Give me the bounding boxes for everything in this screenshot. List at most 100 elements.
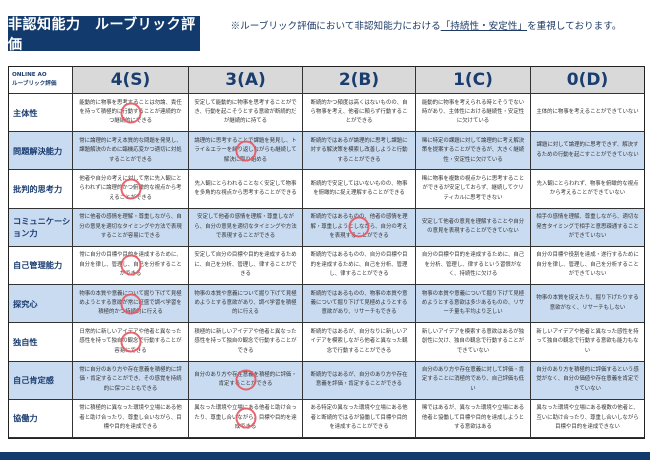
cell-text: 物事の本質や意義について掘り下げて見極めようとする意欲が常に旺盛で調べ学習を積極… <box>79 290 182 316</box>
cell-text: 先入観にとらわれることなく安定して物事を多角的な視点から思考することができる <box>194 180 297 197</box>
cell-text: 稀に特定の課題に対して論理的に考え解決策を提案することができるが、大きく継続性・… <box>421 137 525 163</box>
cell-text: 新しいアイデアを模索する意欲はあるが独創性に欠け、独自の観念で行動することができ… <box>421 328 525 354</box>
rubric-cell: 常に自分の目標や目的を達成するために、自分を律し、管理し、自己を分析することがで… <box>73 246 189 286</box>
cell-text: 稀ではあるが、異なった環境や立場にある他者と協働して目標や目的を達成しようとする… <box>421 405 525 431</box>
rubric-cell: 安定して他者の感情を理解・尊重しながら、自分の意見を適切なタイミングや方法で表現… <box>189 208 303 247</box>
rubric-cell: 稀ではあるが、異なった環境や立場にある他者と協働して目標や目的を達成しようとする… <box>416 399 531 438</box>
row-label: 批判的思考力 <box>9 170 73 209</box>
cell-text: 常に積極的に異なった環境や立場にある他者と助け合ったり、尊重し合いながら、目標や… <box>79 405 182 431</box>
cell-text: 断続的ではあるものの、物事の本質や意義について掘り下げて見極めようとする意欲があ… <box>310 290 408 316</box>
rubric-cell: 断続的ではあるが論理的に思考し課題に対する解決策を模索し改善しようと行動すること… <box>303 132 416 171</box>
cell-text: 自分のあり方や存在意義に対して評価・肯定することに消極的であり、自己評価も低い <box>421 367 525 392</box>
rubric-cell: 日常的に新しいアイデアや他者と異なった感性を持って独自の観念で行動することが容易… <box>73 323 189 362</box>
rubric-cell: ある特定の異なった環境や立場にある他者と断続的ではるが協働して目標や目的を達成す… <box>303 399 416 438</box>
rubric-note: ※ルーブリック評価において非認知能力における「持続性・安定性」を重視しております… <box>228 20 624 34</box>
rubric-cell: 主体的に物事を考えることができていない <box>531 94 644 133</box>
table-corner-label: ONLINE AO ルーブリック評価 <box>9 67 73 94</box>
level-header: 2(B) <box>303 67 416 94</box>
cell-text: 物事の本質や意義について掘り下げて見極めようとする意欲は多少あるものの、リサーチ… <box>421 290 525 316</box>
rubric-cell: 断続的で安定してはいないものの、物事を俯瞰的に捉え理解することができる <box>303 170 416 209</box>
rubric-cell: 常に自分のあり方や存在意義を積極的に評価・肯定することができ、その感覚を持続的に… <box>73 361 189 400</box>
cell-text: 断続的ではあるが、自分のあり方や存在意義を評価・肯定することができる <box>310 371 408 388</box>
cell-text: 積極的に新しいアイデアや他者と異なった感性を持って独自の観念で行動することができ… <box>194 328 297 354</box>
rubric-cell: 先入観にとらわれることなく安定して物事を多角的な視点から思考することができる <box>189 170 303 209</box>
cell-text: 断続的かつ頻度は高くはないものの、自ら物事を考え、他者に頼らず行動することができ… <box>310 99 408 125</box>
corner-line: ONLINE AO <box>12 72 47 78</box>
rubric-cell: 新しいアイデアを模索する意欲はあるが独創性に欠け、独自の観念で行動することができ… <box>416 323 531 362</box>
rubric-cell: 異なった環境や立場にある複数の他者と、互いに助け合ったり、尊重し合いしながら目標… <box>531 400 644 438</box>
row-label: 協働力 <box>9 399 73 438</box>
cell-text: 自分のあり方を積極的に評価するという感覚がなく、自分の価値や存在意義を肯定できて… <box>536 367 639 392</box>
row-label: 独自性 <box>9 323 73 362</box>
cell-text: 断続的ではあるが、自分なりに新しいアイデアを模索しながら他者と異なった観念で行動… <box>310 328 408 354</box>
cell-text: 常に他者の感情を理解・尊重しながら、自分の意見を適切なタイミングや方法で表現する… <box>79 214 182 239</box>
rubric-cell: 自分の目標や目的を達成するために、自己を分析、管理し、律するという習慣がなく、持… <box>416 246 531 286</box>
cell-text: 断続的ではあるが論理的に思考し課題に対する解決策を模索し改善しようと行動すること… <box>310 137 408 163</box>
cell-text: 能動的に物事を考えられる時とそうでない時があり、主体性における継続性・安定性に欠… <box>421 99 525 125</box>
cell-text: 安定して能動的に物事を思考することができ、行動を起こそうとする意欲が断続的だが継… <box>194 99 297 125</box>
rubric-cell: 能動的に物事を考えられる時とそうでない時があり、主体性における継続性・安定性に欠… <box>416 94 531 133</box>
cell-text: 断続的で安定してはいないものの、物事を俯瞰的に捉え理解することができる <box>310 180 408 197</box>
rubric-cell: 相手の感情を理解、尊重しながら、適切な発言タイミングで相手と意思疎通することがで… <box>531 208 644 247</box>
rubric-cell: 論理的に思考することで課題を発見し、トライ＆エラーを繰り返しながらも継続して解決… <box>189 132 303 171</box>
row-label: 主体性 <box>9 94 73 133</box>
rubric-cell: 物事の本質や意義について掘り下げて見極めようとする意欲があり、調べ学習を積極的に… <box>189 285 303 324</box>
rubric-table: ONLINE AO ルーブリック評価 4(S) 3(A) 2(B) 1(C) 0(D) 主体性… <box>8 66 645 439</box>
rubric-cell: 能動的に物事を思考することは勿論、責任を持って積極的に行動することが連続的かつ継… <box>73 94 189 133</box>
cell-text: 先入観にとらわれず、物事を俯瞰的な視点から考えることができていない <box>536 180 639 197</box>
note-highlight: 「持続性・安定性」 <box>440 21 528 32</box>
rubric-cell: 常に論理的に考え本質的な問題を発見し、課題解決のために臨機応変かつ適切に対処する… <box>73 132 189 171</box>
level-header: 3(A) <box>189 67 303 94</box>
cell-text: 安定して他者の意見を理解することや自分の意見を表現することができていない <box>421 218 525 235</box>
cell-text: 稀に物事を複数の視点からに思考することができるが安定しておらず、継続してクリティ… <box>421 175 525 201</box>
cell-text: 自分の目標や役割を達成・遂行するために自分を律し、管理し、自己を分析することがで… <box>536 252 639 278</box>
rubric-cell: 自分のあり方や存在意義に対して評価・肯定することに消極的であり、自己評価も低い <box>416 361 531 400</box>
cell-text: 常に自分のあり方や存在意義を積極的に評価・肯定することができ、その感覚を持続的に… <box>79 367 182 392</box>
cell-text: 新しいアイデアや他者と異なった感性を持って独自の観念で行動する意欲も能力もない <box>536 328 639 354</box>
cell-text: 異なった環境や立場にある他者と助け合ったり、尊重し合いながら、目標や目的を達成で… <box>194 405 297 431</box>
rubric-cell: 物事の本質を捉えたり、掘り下げたりする意欲がなく、リサーチもしない <box>531 285 644 324</box>
rubric-cell: 安定して能動的に物事を思考することができ、行動を起こそうとする意欲が断続的だが継… <box>189 94 303 133</box>
note-suffix: を重視しております。 <box>527 21 622 32</box>
cell-text: 自分の目標や目的を達成するために、自己を分析、管理し、律するという習慣がなく、持… <box>421 252 525 278</box>
row-label: 問題解決能力 <box>9 132 73 171</box>
rubric-cell: 断続的ではあるものの、自分の目標や目的を達成するために、自己を分析、管理し、律す… <box>303 246 416 286</box>
rubric-cell: 断続的ではあるが、自分なりに新しいアイデアを模索しながら他者と異なった観念で行動… <box>303 323 416 362</box>
cell-text: 主体的に物事を考えることができていない <box>536 108 639 115</box>
rubric-cell: 自分のあり方や存在意義を積極的に評価・肯定することができる <box>189 361 303 400</box>
cell-text: 自分のあり方や存在意義を積極的に評価・肯定することができる <box>194 371 297 388</box>
cell-text: 安定して自分の目標や目的を達成するために、自己を分析、管理し、律することができる <box>194 252 297 278</box>
rubric-cell: 自分のあり方を積極的に評価するという感覚がなく、自分の価値や存在意義を肯定できて… <box>531 361 644 400</box>
note-prefix: ※ルーブリック評価において非認知能力における <box>230 21 441 32</box>
rubric-cell: 異なった環境や立場にある他者と助け合ったり、尊重し合いながら、目標や目的を達成で… <box>189 399 303 438</box>
cell-text: 常に自分の目標や目的を達成するために、自分を律し、管理し、自己を分析することがで… <box>79 252 182 278</box>
rubric-cell: 稀に特定の課題に対して論理的に考え解決策を提案することができるが、大きく継続性・… <box>416 132 531 171</box>
cell-text: 他者や自分の考えに対して常に先入観にとらわれずに論理的かつ俯瞰的な視点から考える… <box>79 175 182 201</box>
corner-line: ルーブリック評価 <box>12 81 57 87</box>
rubric-cell: 断続的ではあるものの、物事の本質や意義について掘り下げて見極めようとする意欲があ… <box>303 285 416 324</box>
rubric-cell: 常に他者の感情を理解・尊重しながら、自分の意見を適切なタイミングや方法で表現する… <box>73 208 189 247</box>
cell-text: 論理的に思考することで課題を発見し、トライ＆エラーを繰り返しながらも継続して解決… <box>194 137 297 163</box>
cell-text: 断続的ではあるものの、他者の感情を理解・尊重しようとしながら、自分の考えを表現す… <box>310 214 408 239</box>
rubric-cell: 他者や自分の考えに対して常に先入観にとらわれずに論理的かつ俯瞰的な視点から考える… <box>73 170 189 209</box>
footer-bar <box>0 452 650 460</box>
page-title: 非認知能力 ルーブリック評価 <box>8 16 200 53</box>
rubric-cell: 断続的ではあるが、自分のあり方や存在意義を評価・肯定することができる <box>303 361 416 400</box>
row-label: コミュニケーション力 <box>9 208 73 247</box>
cell-text: 断続的ではあるものの、自分の目標や目的を達成するために、自己を分析、管理し、律す… <box>310 252 408 278</box>
rubric-cell: 積極的に新しいアイデアや他者と異なった感性を持って独自の観念で行動することができ… <box>189 323 303 362</box>
rubric-cell: 安定して他者の意見を理解することや自分の意見を表現することができていない <box>416 208 531 247</box>
rubric-cell: 課題に対して論理的に思考できず、解決するための行動を起こすことができていない <box>531 132 644 171</box>
level-header: 1(C) <box>416 67 531 94</box>
cell-text: 日常的に新しいアイデアや他者と異なった感性を持って独自の観念で行動することが容易… <box>79 328 182 354</box>
cell-text: 相手の感情を理解、尊重しながら、適切な発言タイミングで相手と意思疎通することがで… <box>536 214 639 239</box>
rubric-cell: 物事の本質や意義について掘り下げて見極めようとする意欲は多少あるものの、リサーチ… <box>416 285 531 324</box>
rubric-cell: 自分の目標や役割を達成・遂行するために自分を律し、管理し、自己を分析することがで… <box>531 247 644 286</box>
rubric-cell: 物事の本質や意義について掘り下げて見極めようとする意欲が常に旺盛で調べ学習を積極… <box>73 285 189 324</box>
row-label: 自己肯定感 <box>9 361 73 400</box>
rubric-cell: 断続的かつ頻度は高くはないものの、自ら物事を考え、他者に頼らず行動することができ… <box>303 94 416 133</box>
cell-text: 安定して他者の感情を理解・尊重しながら、自分の意見を適切なタイミングや方法で表現… <box>194 214 297 239</box>
rubric-cell: 常に積極的に異なった環境や立場にある他者と助け合ったり、尊重し合いながら、目標や… <box>73 399 189 438</box>
cell-text: 物事の本質を捉えたり、掘り下げたりする意欲がなく、リサーチもしない <box>536 295 639 311</box>
cell-text: 物事の本質や意義について掘り下げて見極めようとする意欲があり、調べ学習を積極的に… <box>194 290 297 316</box>
